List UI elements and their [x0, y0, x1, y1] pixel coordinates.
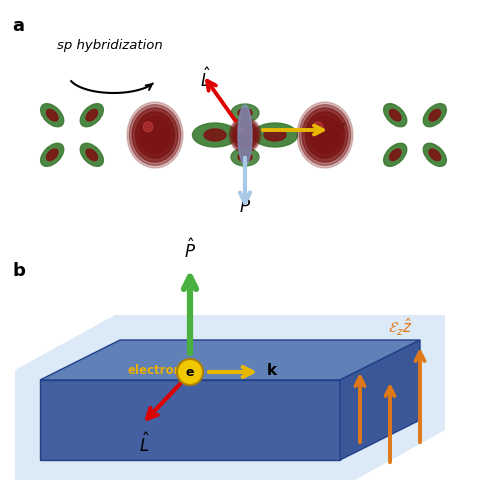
Text: a: a: [12, 17, 24, 35]
Ellipse shape: [423, 104, 447, 126]
Ellipse shape: [238, 108, 252, 118]
Circle shape: [177, 359, 203, 385]
Ellipse shape: [143, 122, 153, 132]
Ellipse shape: [423, 144, 447, 167]
Ellipse shape: [264, 129, 286, 141]
Ellipse shape: [230, 118, 260, 152]
Ellipse shape: [252, 123, 298, 147]
Polygon shape: [40, 340, 420, 380]
Ellipse shape: [127, 102, 183, 168]
Ellipse shape: [129, 104, 181, 166]
Ellipse shape: [231, 148, 259, 166]
Ellipse shape: [313, 122, 323, 132]
Ellipse shape: [229, 117, 261, 153]
Ellipse shape: [429, 149, 441, 160]
Ellipse shape: [231, 104, 259, 122]
Ellipse shape: [46, 110, 58, 121]
Ellipse shape: [238, 105, 252, 165]
Polygon shape: [340, 340, 420, 460]
Ellipse shape: [40, 104, 64, 126]
Ellipse shape: [302, 108, 348, 162]
Ellipse shape: [238, 152, 252, 162]
Ellipse shape: [132, 108, 178, 162]
Ellipse shape: [305, 112, 345, 158]
Text: $\mathcal{E}_z\hat{z}$: $\mathcal{E}_z\hat{z}$: [388, 316, 412, 338]
Ellipse shape: [40, 144, 64, 167]
Text: sp hybridization: sp hybridization: [57, 38, 163, 52]
Text: $\mathbf{k}$: $\mathbf{k}$: [335, 119, 347, 135]
Ellipse shape: [297, 102, 353, 168]
Ellipse shape: [390, 110, 401, 121]
Ellipse shape: [390, 149, 401, 160]
Text: $\hat{P}$: $\hat{P}$: [239, 194, 251, 217]
Polygon shape: [15, 315, 445, 480]
Ellipse shape: [46, 149, 58, 160]
Text: $\mathbf{k}$: $\mathbf{k}$: [266, 362, 279, 378]
Ellipse shape: [86, 149, 97, 160]
Text: $\hat{L}$: $\hat{L}$: [200, 67, 210, 90]
Ellipse shape: [384, 104, 407, 126]
Polygon shape: [40, 380, 340, 460]
Ellipse shape: [232, 120, 258, 150]
Text: b: b: [12, 262, 25, 280]
Ellipse shape: [135, 112, 175, 158]
Ellipse shape: [80, 144, 103, 167]
Text: electron: electron: [127, 364, 182, 376]
Ellipse shape: [86, 110, 97, 121]
Ellipse shape: [192, 123, 238, 147]
Ellipse shape: [299, 104, 351, 166]
Ellipse shape: [384, 144, 407, 167]
Ellipse shape: [140, 117, 170, 153]
Ellipse shape: [429, 110, 441, 121]
Ellipse shape: [236, 125, 254, 145]
Ellipse shape: [238, 128, 244, 133]
Ellipse shape: [234, 122, 256, 148]
Text: e: e: [186, 366, 194, 378]
Ellipse shape: [310, 117, 340, 153]
Text: $\hat{P}$: $\hat{P}$: [184, 238, 196, 262]
Ellipse shape: [204, 129, 226, 141]
Ellipse shape: [80, 104, 103, 126]
Text: $\hat{L}$: $\hat{L}$: [139, 432, 149, 456]
